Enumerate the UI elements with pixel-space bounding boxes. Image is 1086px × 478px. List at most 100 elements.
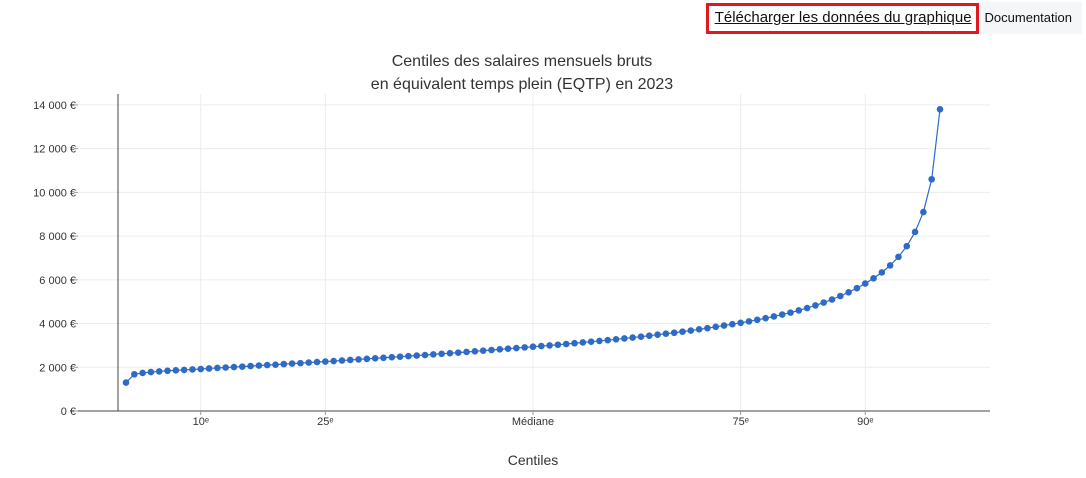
data-point[interactable] [421,351,429,359]
data-point[interactable] [479,347,487,354]
data-point[interactable] [205,365,213,372]
data-point[interactable] [488,346,495,354]
data-point[interactable] [546,342,553,349]
data-point[interactable] [454,349,462,356]
data-point[interactable] [828,296,836,303]
data-point[interactable] [737,319,744,327]
data-point[interactable] [446,349,454,357]
data-point[interactable] [928,175,935,183]
data-point[interactable] [164,367,171,375]
data-point[interactable] [430,351,437,358]
data-point[interactable] [405,352,412,360]
data-point[interactable] [122,379,130,386]
data-point[interactable] [579,339,587,346]
data-point[interactable] [911,228,919,236]
documentation-button[interactable]: Documentation [978,2,1082,34]
data-point[interactable] [878,269,886,276]
data-point[interactable] [720,322,728,329]
data-point[interactable] [330,357,337,365]
data-point[interactable] [870,275,877,282]
data-point[interactable] [172,367,180,374]
data-point[interactable] [670,329,678,337]
data-point[interactable] [753,316,761,324]
data-point[interactable] [845,288,852,296]
data-point[interactable] [288,360,296,367]
data-point[interactable] [812,302,819,309]
data-point[interactable] [936,106,944,113]
data-point[interactable] [189,366,196,373]
data-point[interactable] [214,364,221,372]
data-point[interactable] [745,318,753,325]
data-point[interactable] [770,313,778,320]
data-point[interactable] [604,336,612,344]
data-point[interactable] [272,361,279,368]
data-point[interactable] [413,352,421,359]
data-point[interactable] [571,339,578,347]
data-point[interactable] [521,344,528,351]
data-point[interactable] [612,335,620,343]
data-point[interactable] [180,366,188,374]
data-point[interactable] [438,350,445,358]
data-point[interactable] [197,365,205,373]
data-point[interactable] [255,362,263,369]
data-point[interactable] [853,284,861,292]
data-point[interactable] [861,280,869,287]
data-point[interactable] [886,262,894,269]
data-point[interactable] [504,345,512,352]
data-point[interactable] [263,361,271,369]
data-point[interactable] [139,369,146,377]
data-point[interactable] [496,346,504,353]
data-point[interactable] [388,353,396,361]
data-point[interactable] [729,320,736,328]
data-point[interactable] [513,344,520,352]
data-point[interactable] [562,340,570,348]
data-point[interactable] [687,327,695,334]
data-point[interactable] [695,326,703,333]
data-point[interactable] [787,309,794,316]
data-point[interactable] [322,358,329,365]
data-point[interactable] [837,292,844,300]
data-point[interactable] [147,368,155,376]
data-point[interactable] [587,338,595,346]
data-point[interactable] [895,253,902,261]
data-point[interactable] [380,354,387,362]
data-point[interactable] [280,360,288,368]
data-point[interactable] [222,364,229,371]
data-point[interactable] [803,304,811,312]
data-point[interactable] [654,331,661,339]
data-point[interactable] [637,333,645,340]
data-point[interactable] [155,368,163,375]
data-point[interactable] [920,208,927,216]
data-point[interactable] [305,359,313,366]
data-point[interactable] [795,307,803,314]
data-point[interactable] [471,348,479,355]
data-point[interactable] [396,353,404,360]
data-point[interactable] [338,357,346,364]
data-point[interactable] [778,311,786,318]
data-point[interactable] [371,355,379,362]
data-point[interactable] [346,356,354,364]
download-data-link[interactable]: Télécharger les données du graphique [705,2,979,34]
data-point[interactable] [662,330,670,338]
data-point[interactable] [355,356,362,363]
data-point[interactable] [131,370,138,378]
data-point[interactable] [463,348,470,356]
data-point[interactable] [297,359,304,367]
data-point[interactable] [554,341,562,349]
data-point[interactable] [903,242,911,250]
data-point[interactable] [621,335,628,342]
data-point[interactable] [247,362,254,370]
data-point[interactable] [762,314,769,322]
data-point[interactable] [363,355,371,363]
data-point[interactable] [538,342,545,350]
data-point[interactable] [645,332,653,339]
data-point[interactable] [820,299,828,306]
data-point[interactable] [704,324,711,332]
data-point[interactable] [679,328,686,335]
data-point[interactable] [230,363,238,371]
data-point[interactable] [596,337,603,345]
data-point[interactable] [313,358,321,366]
data-point[interactable] [712,323,720,331]
data-point[interactable] [629,334,636,341]
data-point[interactable] [529,343,537,351]
